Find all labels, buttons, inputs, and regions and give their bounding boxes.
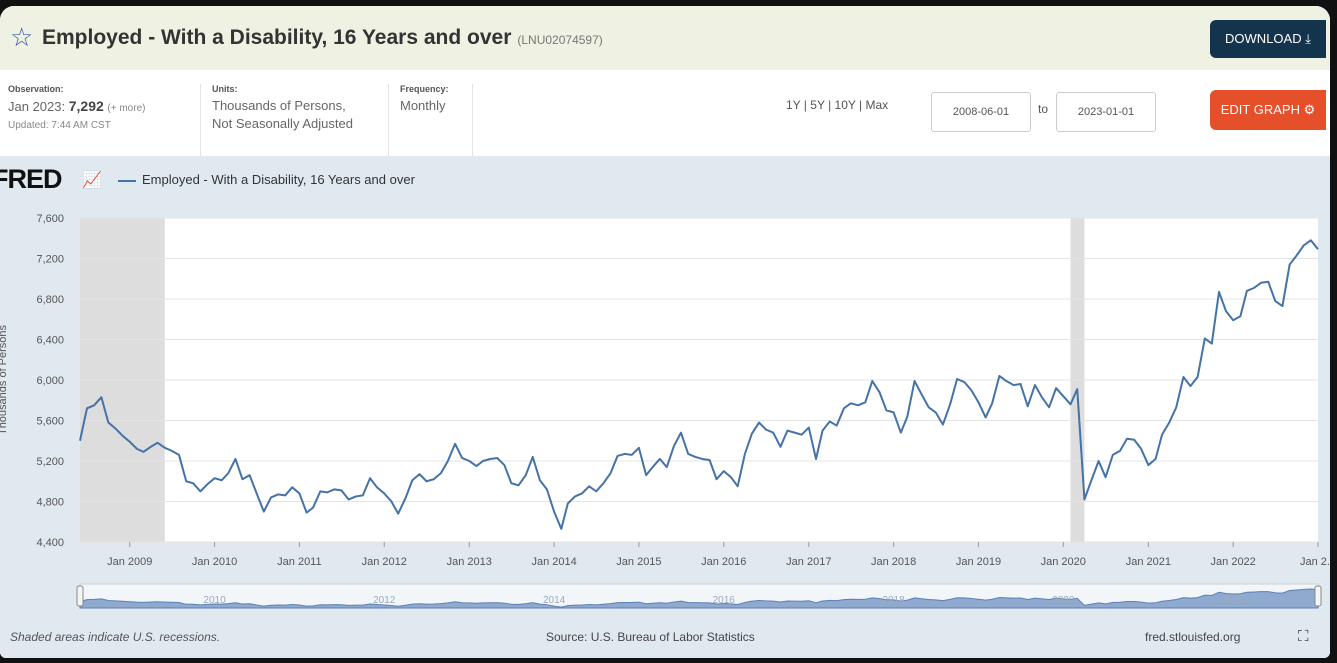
x-tick-label: Jan 2022: [1211, 556, 1256, 568]
navigator-handle-right[interactable]: [1314, 585, 1322, 607]
download-icon: ⤓: [1305, 31, 1311, 46]
range-10y[interactable]: 10Y: [834, 98, 856, 112]
units-line2: Not Seasonally Adjusted: [212, 116, 353, 131]
x-tick-label: Jan 2016: [701, 556, 746, 568]
range-1y[interactable]: 1Y: [786, 98, 801, 112]
navigator-label: 2014: [543, 595, 566, 606]
fred-graph-window: ☆ Employed - With a Disability, 16 Years…: [0, 6, 1330, 658]
edit-graph-button[interactable]: EDIT GRAPH ⚙: [1210, 90, 1326, 130]
source-url[interactable]: fred.stlouisfed.org: [1145, 630, 1241, 644]
y-tick-label: 5,600: [36, 416, 64, 428]
observation-block: Observation: Jan 2023: 7,292 (+ more) Up…: [8, 84, 201, 156]
chart-panel: 4,400 4,800 5,200 5,600 6,000 6,400 6,800 7,200…: [0, 156, 1330, 658]
observation-date: Jan 2023:: [8, 99, 66, 114]
frequency-label: Frequency:: [400, 84, 449, 94]
navigator-label: 2012: [373, 595, 396, 606]
x-tick-label: Jan 2019: [956, 556, 1001, 568]
range-selector: 1Y | 5Y | 10Y | Max: [786, 98, 889, 112]
observation-value: 7,292: [68, 98, 104, 114]
updated-time: Updated: 7:44 AM CST: [8, 120, 111, 131]
frequency-block: Frequency: Monthly: [400, 84, 473, 156]
units-label: Units:: [212, 84, 238, 94]
units-line1: Thousands of Persons,: [212, 98, 346, 113]
chart-canvas[interactable]: 4,400 4,800 5,200 5,600 6,000 6,400 6,800 7,200…: [0, 156, 1330, 626]
units-block: Units: Thousands of Persons, Not Seasona…: [212, 84, 389, 156]
x-tick-label: Jan 2...: [1300, 556, 1330, 568]
recession-note: Shaded areas indicate U.S. recessions.: [10, 630, 221, 644]
x-tick-label: Jan 2011: [277, 556, 321, 568]
x-tick-label: Jan 2010: [192, 556, 237, 568]
y-tick-label: 6,400: [36, 335, 64, 347]
observation-value-line: Jan 2023: 7,292 (+ more): [8, 97, 200, 118]
fullscreen-icon[interactable]: ⛶: [1298, 628, 1309, 645]
y-axis-label: Thousands of Persons: [0, 324, 9, 435]
observation-label: Observation:: [8, 84, 64, 94]
range-max[interactable]: Max: [865, 98, 889, 112]
title-bar: ☆ Employed - With a Disability, 16 Years…: [0, 6, 1330, 70]
date-to-input[interactable]: 2023-01-01: [1056, 92, 1156, 132]
y-tick-label: 7,200: [36, 254, 64, 266]
fred-logo[interactable]: FRED: [0, 164, 62, 194]
y-tick-label: 6,000: [36, 375, 64, 387]
y-tick-label: 5,200: [36, 456, 64, 468]
legend-label: Employed - With a Disability, 16 Years a…: [142, 172, 415, 187]
x-tick-label: Jan 2014: [531, 556, 576, 568]
y-tick-label: 4,400: [36, 537, 64, 549]
to-label: to: [1038, 102, 1049, 116]
chart-legend: Employed - With a Disability, 16 Years a…: [118, 172, 415, 187]
frequency-value: Monthly: [400, 98, 446, 113]
navigator-label: 2016: [713, 595, 736, 606]
series-metadata: Observation: Jan 2023: 7,292 (+ more) Up…: [0, 70, 1330, 156]
date-from-input[interactable]: 2008-06-01: [931, 92, 1031, 132]
series-id: (LNU02074597): [517, 33, 603, 47]
x-tick-label: Jan 2020: [1041, 556, 1086, 568]
gear-icon: ⚙: [1303, 102, 1316, 117]
x-tick-label: Jan 2013: [447, 556, 492, 568]
x-tick-label: Jan 2009: [107, 556, 152, 568]
series-line: [79, 239, 1319, 530]
x-tick-label: Jan 2017: [786, 556, 831, 568]
more-link[interactable]: (+ more): [107, 103, 146, 114]
y-tick-label: 4,800: [36, 497, 64, 509]
star-outline-icon[interactable]: ☆: [10, 22, 34, 52]
navigator-label: 2020: [1052, 595, 1075, 606]
source-note: Source: U.S. Bureau of Labor Statistics: [546, 630, 755, 644]
series-title: Employed - With a Disability, 16 Years a…: [42, 26, 512, 49]
x-tick-label: Jan 2018: [871, 556, 916, 568]
chart-line-icon: 📈: [82, 172, 102, 189]
range-5y[interactable]: 5Y: [810, 98, 825, 112]
x-tick-label: Jan 2021: [1126, 556, 1171, 568]
edit-graph-label: EDIT GRAPH: [1220, 102, 1300, 117]
navigator-handle-left[interactable]: [76, 585, 84, 607]
legend-swatch: [118, 179, 136, 182]
navigator-label: 2022: [1222, 595, 1245, 606]
navigator-label: 2010: [203, 595, 226, 606]
navigator-area: [79, 588, 1319, 609]
x-tick-label: Jan 2012: [362, 556, 407, 568]
page-title: Employed - With a Disability, 16 Years a…: [42, 26, 603, 50]
download-button[interactable]: DOWNLOAD ⤓: [1210, 20, 1326, 58]
y-tick-label: 6,800: [36, 294, 64, 306]
download-label: DOWNLOAD: [1225, 31, 1302, 46]
navigator-label: 2018: [883, 595, 906, 606]
y-tick-label: 7,600: [36, 213, 64, 225]
x-tick-label: Jan 2015: [616, 556, 661, 568]
